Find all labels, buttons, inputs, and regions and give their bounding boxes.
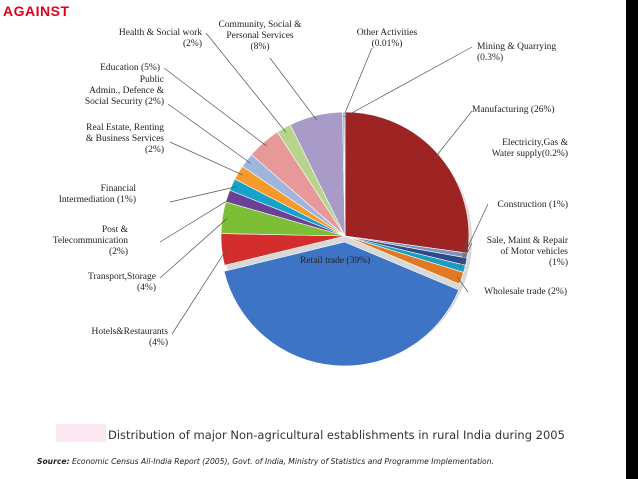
slice-label-6: Hotels&Restaurants (4%): [91, 327, 168, 348]
leader-line-12: [163, 67, 268, 147]
slice-label-15: Other Activities (0.01%): [357, 28, 418, 49]
leader-line-7: [159, 218, 228, 279]
leader-line-15: [343, 47, 373, 118]
leader-line-1: [462, 235, 469, 255]
slide-tag: AGAINST: [3, 3, 70, 19]
slice-label-4: Wholesale trade (2%): [484, 286, 567, 297]
slice-label-1: Electricity,Gas & Water supply(0.2%): [492, 138, 569, 159]
source-text: Economic Census All-India Report (2005),…: [71, 457, 494, 466]
leader-line-10: [169, 141, 243, 176]
slice-label-3: Sale, Maint & Repair of Motor vehicles (1%…: [487, 236, 569, 268]
slice-label-2: Construction (1%): [498, 199, 568, 210]
pie-chart: Manufacturing (26%) Electricity,Gas & Wate…: [53, 20, 569, 367]
leader-line-13: [205, 32, 287, 133]
leader-line-14: [269, 57, 318, 121]
caption-highlight: [56, 424, 106, 442]
slice-label-11: Public Admin., Defence & Social Security (…: [85, 75, 165, 107]
slice-label-9: Financial Intermediation (1%): [59, 184, 137, 205]
slide-edge-bar: [626, 0, 638, 479]
slice-label-12: Education (5%): [100, 62, 160, 73]
leader-line-9: [169, 186, 237, 203]
chart-panel: Manufacturing (26%) Electricity,Gas & Wate…: [32, 0, 604, 479]
pie-slice-4: [344, 235, 464, 285]
slice-label-14: Community, Social & Personal Services (8%): [218, 20, 302, 52]
leader-line-4: [456, 276, 469, 293]
source-label: Source:: [37, 457, 70, 466]
slice-label-5: Retail trade (39%): [300, 255, 370, 266]
pie-slice-0: [344, 111, 470, 254]
leader-line-16: [344, 46, 473, 118]
leader-line-6: [171, 248, 227, 335]
pie-slice-16: [343, 111, 346, 237]
chart-source: Source: Economic Census All-India Report…: [37, 457, 494, 466]
slice-label-7: Transport,Storage (4%): [88, 272, 156, 293]
chart-caption: Distribution of major Non-agricultural e…: [108, 428, 565, 442]
pie-slice-5: [223, 241, 460, 367]
leader-line-0: [434, 110, 473, 159]
leader-line-8: [159, 197, 233, 243]
slice-label-10: Real Estate, Renting & Business Services(…: [86, 123, 164, 155]
leader-line-3: [459, 242, 473, 268]
slice-label-8: Post & Telecommunication (2%): [53, 225, 129, 257]
slice-label-0: Manufacturing (26%): [472, 104, 555, 115]
leader-line-2: [461, 203, 489, 261]
slice-label-13: Health & Social work (2%): [119, 28, 202, 49]
slice-label-16: Mining & Quarrying (0.3%): [477, 42, 556, 63]
leader-line-11: [167, 103, 251, 164]
